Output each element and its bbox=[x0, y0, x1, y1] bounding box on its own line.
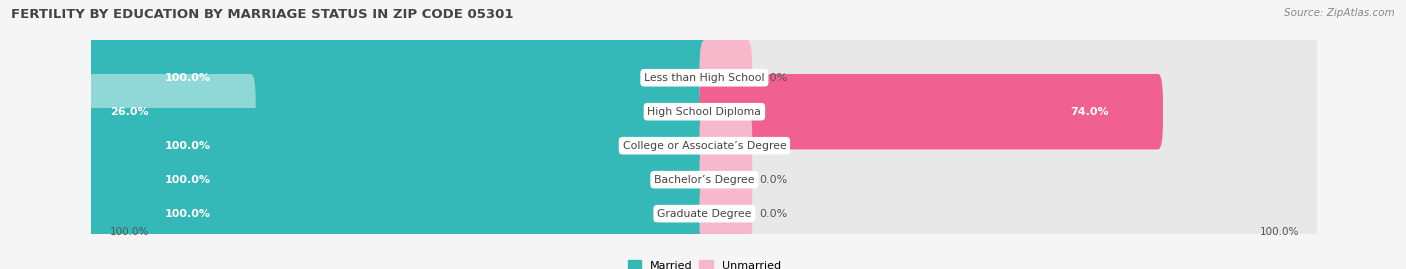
FancyBboxPatch shape bbox=[84, 53, 1324, 170]
Text: 26.0%: 26.0% bbox=[111, 107, 149, 117]
Text: High School Diploma: High School Diploma bbox=[648, 107, 761, 117]
Legend: Married, Unmarried: Married, Unmarried bbox=[628, 260, 780, 269]
FancyBboxPatch shape bbox=[700, 40, 752, 115]
Text: 0.0%: 0.0% bbox=[759, 73, 787, 83]
Text: 100.0%: 100.0% bbox=[110, 227, 149, 237]
Text: 0.0%: 0.0% bbox=[759, 175, 787, 185]
Text: College or Associate’s Degree: College or Associate’s Degree bbox=[623, 141, 786, 151]
Text: Bachelor’s Degree: Bachelor’s Degree bbox=[654, 175, 755, 185]
Text: 0.0%: 0.0% bbox=[759, 209, 787, 219]
FancyBboxPatch shape bbox=[84, 121, 1324, 238]
FancyBboxPatch shape bbox=[87, 40, 709, 115]
Text: FERTILITY BY EDUCATION BY MARRIAGE STATUS IN ZIP CODE 05301: FERTILITY BY EDUCATION BY MARRIAGE STATU… bbox=[11, 8, 513, 21]
FancyBboxPatch shape bbox=[700, 142, 752, 217]
Text: 100.0%: 100.0% bbox=[165, 141, 211, 151]
Text: 74.0%: 74.0% bbox=[1071, 107, 1109, 117]
FancyBboxPatch shape bbox=[87, 108, 709, 183]
Text: 100.0%: 100.0% bbox=[165, 175, 211, 185]
FancyBboxPatch shape bbox=[700, 176, 752, 251]
FancyBboxPatch shape bbox=[84, 19, 1324, 136]
Text: 100.0%: 100.0% bbox=[165, 73, 211, 83]
FancyBboxPatch shape bbox=[84, 155, 1324, 269]
FancyBboxPatch shape bbox=[84, 87, 1324, 204]
FancyBboxPatch shape bbox=[700, 74, 1163, 149]
Text: Source: ZipAtlas.com: Source: ZipAtlas.com bbox=[1284, 8, 1395, 18]
Text: Graduate Degree: Graduate Degree bbox=[657, 209, 752, 219]
FancyBboxPatch shape bbox=[87, 176, 709, 251]
FancyBboxPatch shape bbox=[87, 142, 709, 217]
Text: 100.0%: 100.0% bbox=[1260, 227, 1299, 237]
FancyBboxPatch shape bbox=[87, 74, 256, 149]
Text: Less than High School: Less than High School bbox=[644, 73, 765, 83]
FancyBboxPatch shape bbox=[700, 108, 752, 183]
Text: 0.0%: 0.0% bbox=[759, 141, 787, 151]
Text: 100.0%: 100.0% bbox=[165, 209, 211, 219]
